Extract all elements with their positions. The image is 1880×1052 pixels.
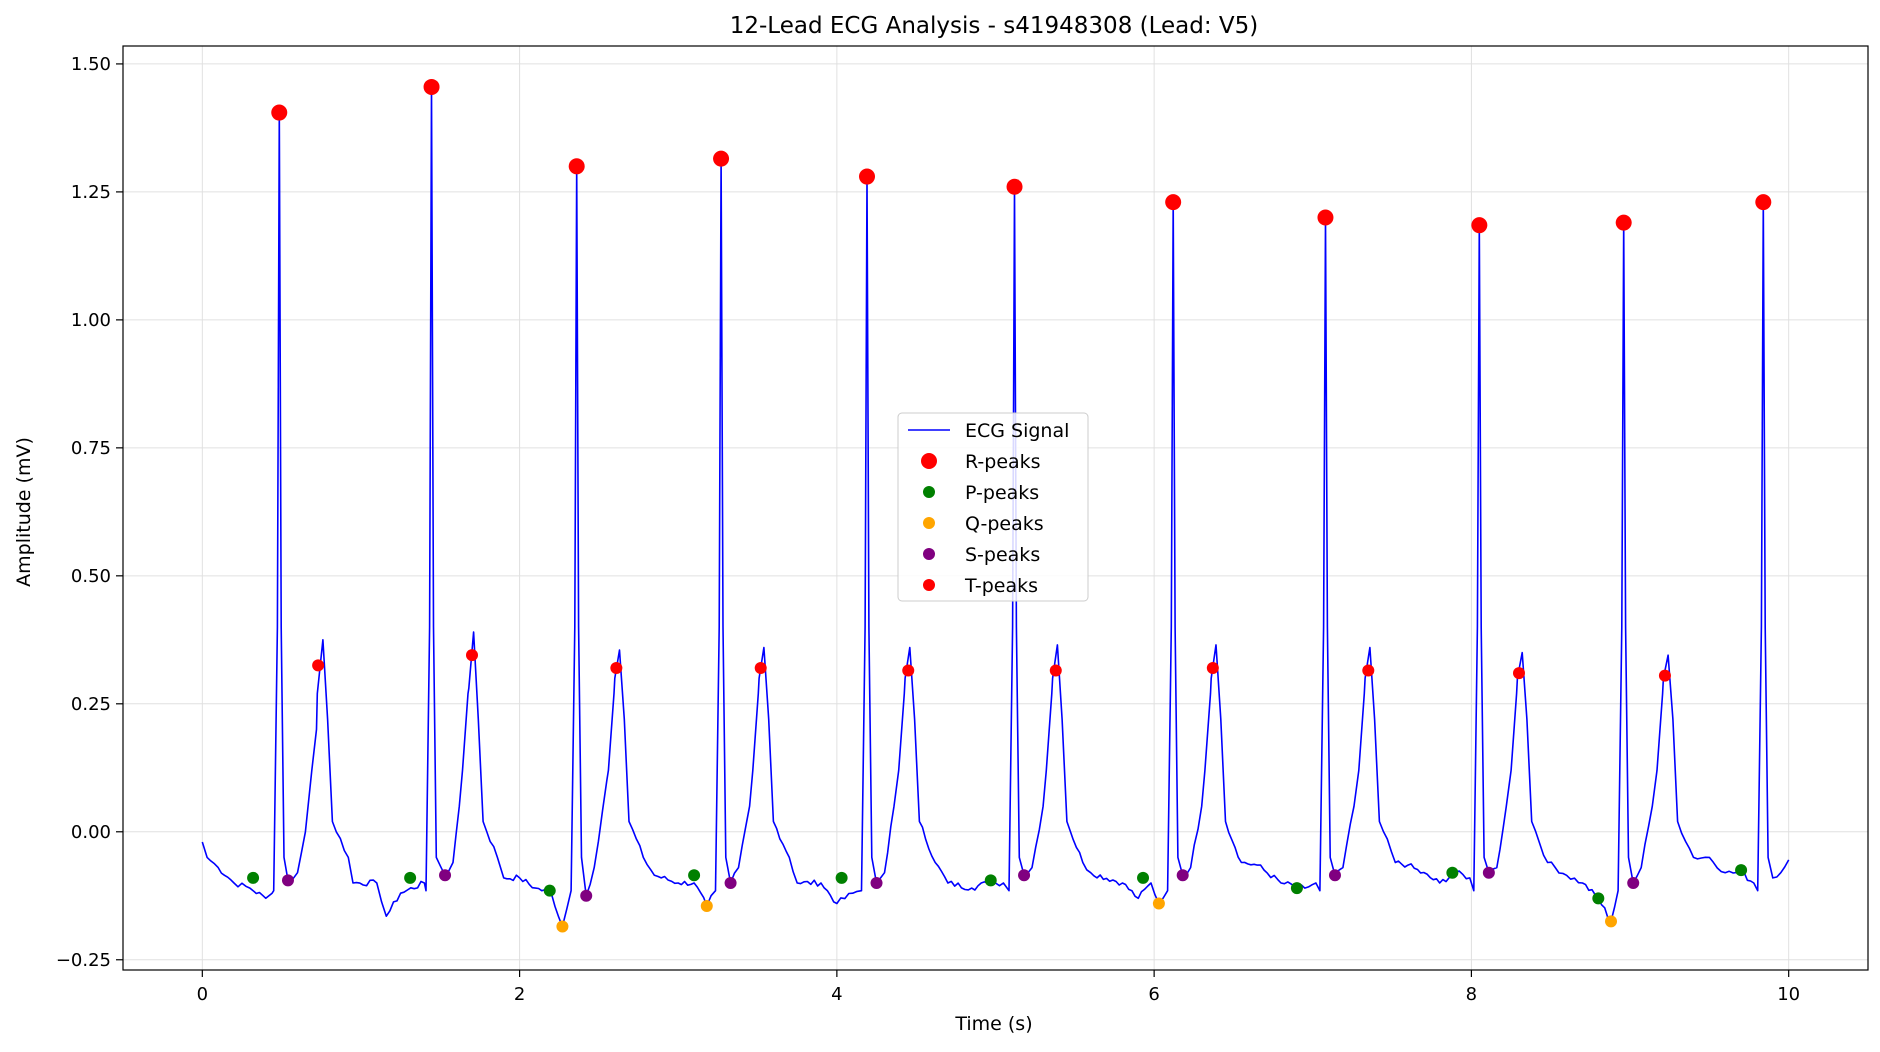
p-peaks-marker [835,871,848,884]
x-tick-label: 10 [1777,984,1800,1005]
x-tick-label: 8 [1466,984,1477,1005]
y-tick-label: 0.50 [71,566,111,587]
p-peaks-marker [1446,866,1459,879]
p-peaks-marker [543,884,556,897]
chart-title: 12-Lead ECG Analysis - s41948308 (Lead: … [730,13,1259,39]
p-peaks-marker [404,871,417,884]
p-peaks-marker [1290,882,1303,895]
x-tick-label: 4 [831,984,842,1005]
legend-swatch-t-peaks [923,579,935,591]
r-peaks-marker [1006,178,1023,195]
axis-ticks: 0 2 4 6 8 10 −0.25 0.00 0.25 0.50 0.75 1.00 1.25 1.50 [56,54,1800,1005]
s-peaks-marker [580,889,593,902]
legend-swatch-r-peaks [921,453,937,469]
q-peaks-marker [700,900,713,913]
t-peaks-marker [466,649,478,662]
s-peaks-marker [1018,869,1031,882]
x-tick-label: 0 [197,984,208,1005]
r-peaks-marker [1755,194,1772,211]
p-peaks-marker [1592,892,1605,905]
s-peaks-marker [1328,869,1341,882]
s-peaks-marker [439,869,452,882]
legend: ECG Signal R-peaks P-peaks Q-peaks S-peaks T-… [897,412,1089,602]
p-peaks-marker [247,871,260,884]
t-peaks-marker [902,664,915,677]
x-tick-label: 2 [514,984,525,1005]
y-tick-label: 0.00 [71,822,111,843]
y-axis-label: Amplitude (mV) [13,437,35,587]
y-tick-label: 1.25 [71,182,111,203]
s-peaks-marker [870,876,883,889]
t-peaks-marker [610,661,623,674]
r-peaks-marker [271,104,288,121]
legend-label-r-peaks: R-peaks [965,451,1041,473]
x-axis-label: Time (s) [954,1013,1032,1035]
p-peaks-marker [1137,871,1150,884]
legend-label-s-peaks: S-peaks [965,544,1040,566]
q-peaks-marker [1152,897,1165,910]
q-peaks-marker [556,920,569,933]
r-peaks-marker [568,158,585,175]
t-peaks-marker [1658,669,1671,682]
t-peaks-marker [312,659,325,672]
r-peaks-marker [1317,209,1334,226]
r-peaks-marker [859,168,876,185]
r-peaks-marker [1165,194,1182,211]
p-peaks-marker [984,874,997,887]
s-peaks-marker [1627,876,1640,889]
plot-frame [122,45,1869,971]
t-peaks-marker [1206,661,1219,674]
legend-label-ecg-signal: ECG Signal [965,420,1069,442]
legend-swatch-p-peaks [923,486,935,498]
r-peaks-marker [423,78,440,95]
t-peaks-marker [1362,664,1375,677]
p-peaks-marker [1735,864,1748,877]
r-peaks-marker [1615,214,1632,231]
y-tick-label: 1.50 [71,54,111,75]
y-tick-label: 1.00 [71,310,111,331]
legend-swatch-q-peaks [923,517,935,529]
p-peaks-marker [688,869,701,882]
s-peaks-marker [1482,866,1495,879]
y-tick-label: 0.75 [71,438,111,459]
legend-box [897,412,1089,602]
x-tick-label: 6 [1148,984,1159,1005]
s-peaks-marker [1176,869,1189,882]
legend-label-q-peaks: Q-peaks [965,513,1044,535]
r-peaks-marker [1471,217,1488,234]
q-peaks-marker [1605,915,1618,928]
plot-series [201,78,1790,933]
s-peaks-marker [281,874,294,887]
y-tick-label: −0.25 [56,950,111,971]
t-peaks-marker [1049,664,1062,677]
s-peaks-marker [724,876,737,889]
legend-label-p-peaks: P-peaks [965,482,1039,504]
y-tick-label: 0.25 [71,694,111,715]
legend-swatch-s-peaks [923,548,935,560]
t-peaks-marker [754,661,767,674]
r-peaks-marker [713,150,730,167]
t-peaks-marker [1513,667,1525,680]
legend-label-t-peaks: T-peaks [964,575,1038,597]
